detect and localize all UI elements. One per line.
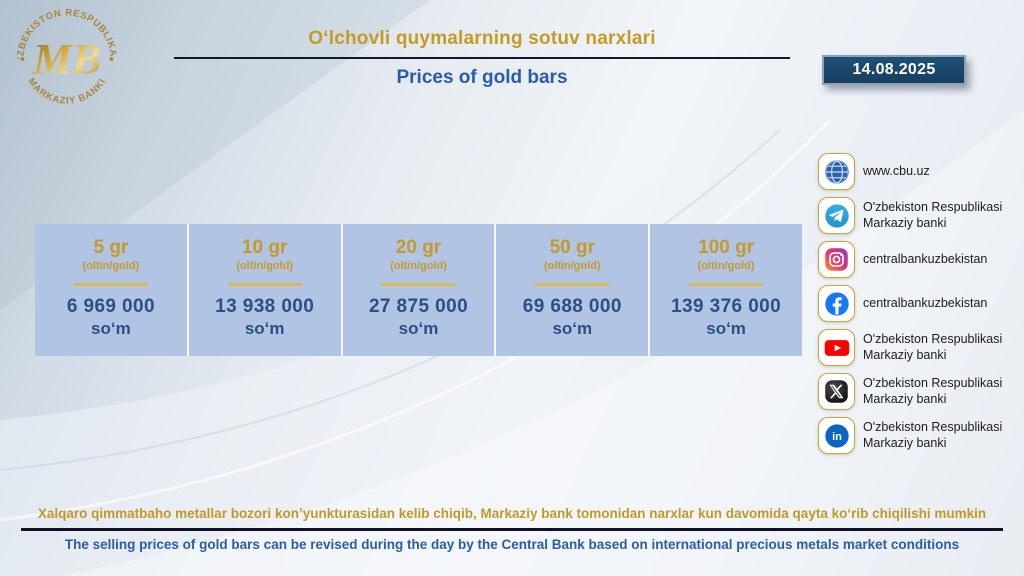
social-link-facebook[interactable]: centralbankuzbekistan (818, 285, 1020, 322)
svg-text:in: in (832, 431, 842, 443)
page-title-uz: Oʻlchovli quymalarning sotuv narxlari (308, 28, 656, 49)
footer-note-en: The selling prices of gold bars can be r… (64, 537, 960, 552)
globe-icon (818, 153, 855, 190)
price-card-50gr: 50 gr (oltin/gold) 69 688 000 soʻm (496, 224, 649, 356)
social-links: www.cbu.uz O'zbekiston Respublikasi Mark… (818, 153, 1020, 461)
card-currency: soʻm (706, 319, 746, 338)
social-link-website[interactable]: www.cbu.uz (818, 153, 1020, 190)
date-badge: 14.08.2025 (822, 55, 966, 85)
footer-note-uz: Xalqaro qimmatbaho metallar bozori konʼy… (37, 506, 987, 521)
telegram-icon (818, 197, 855, 234)
social-link-x[interactable]: O'zbekiston Respublikasi Markaziy banki (818, 373, 1020, 410)
social-label: centralbankuzbekistan (863, 295, 988, 310)
footer-divider (21, 528, 1003, 531)
card-unit: (oltin/gold) (82, 260, 140, 272)
price-card-100gr: 100 gr (oltin/gold) 139 376 000 soʻm (650, 224, 802, 356)
facebook-icon (818, 285, 855, 322)
card-currency: soʻm (244, 319, 285, 338)
card-weight: 5 gr (93, 237, 129, 258)
gold-divider (381, 283, 456, 286)
gold-divider (689, 283, 764, 286)
card-currency: soʻm (398, 319, 439, 338)
title-divider (174, 57, 790, 59)
card-price: 27 875 000 (368, 296, 469, 317)
price-card-20gr: 20 gr (oltin/gold) 27 875 000 soʻm (342, 224, 495, 356)
linkedin-icon: in (818, 417, 855, 454)
gold-divider (73, 283, 148, 286)
instagram-icon (818, 241, 855, 278)
card-weight: 50 gr (549, 237, 595, 258)
price-cards: 5 gr (oltin/gold) 6 969 000 soʻm 10 gr (… (35, 224, 802, 356)
card-price: 6 969 000 (66, 296, 155, 317)
gold-divider (535, 283, 610, 286)
social-link-instagram[interactable]: centralbankuzbekistan (818, 241, 1020, 278)
card-currency: soʻm (91, 319, 131, 338)
header: Oʻlchovli quymalarning sotuv narxlari Pr… (148, 28, 816, 89)
price-card-5gr: 5 gr (oltin/gold) 6 969 000 soʻm (35, 224, 187, 356)
card-unit: (oltin/gold) (543, 260, 601, 272)
card-weight: 20 gr (395, 237, 442, 258)
card-price: 13 938 000 (215, 296, 315, 317)
social-link-telegram[interactable]: O'zbekiston Respublikasi Markaziy banki (818, 197, 1020, 234)
footer: Xalqaro qimmatbaho metallar bozori konʼy… (0, 506, 1024, 552)
social-label: centralbankuzbekistan (863, 251, 988, 266)
social-label: O'zbekiston Respublikasi Markaziy banki (863, 199, 1003, 230)
card-currency: soʻm (552, 319, 593, 338)
social-link-youtube[interactable]: O'zbekiston Respublikasi Markaziy banki (818, 329, 1020, 366)
card-price: 69 688 000 (522, 296, 622, 317)
social-label: O'zbekiston Respublikasi Markaziy banki (863, 331, 1003, 362)
card-weight: 10 gr (241, 237, 288, 258)
page-title-en: Prices of gold bars (396, 67, 568, 88)
logo-monogram: MB (32, 36, 101, 84)
price-card-10gr: 10 gr (oltin/gold) 13 938 000 soʻm (188, 224, 341, 356)
x-icon (818, 373, 855, 410)
youtube-icon (818, 329, 855, 366)
central-bank-logo: O'ZBEKISTON RESPUBLIKASI MARKAZIY BANKI … (6, 0, 124, 116)
card-weight: 100 gr (698, 237, 755, 258)
gold-divider (227, 283, 302, 286)
social-label: O'zbekiston Respublikasi Markaziy banki (863, 419, 1003, 450)
social-link-linkedin[interactable]: in O'zbekiston Respublikasi Markaziy ban… (818, 417, 1020, 454)
card-unit: (oltin/gold) (390, 260, 447, 272)
card-price: 139 376 000 (671, 296, 782, 317)
social-label: www.cbu.uz (863, 163, 930, 178)
card-unit: (oltin/gold) (697, 260, 755, 272)
card-unit: (oltin/gold) (236, 260, 294, 272)
social-label: O'zbekiston Respublikasi Markaziy banki (863, 375, 1003, 406)
